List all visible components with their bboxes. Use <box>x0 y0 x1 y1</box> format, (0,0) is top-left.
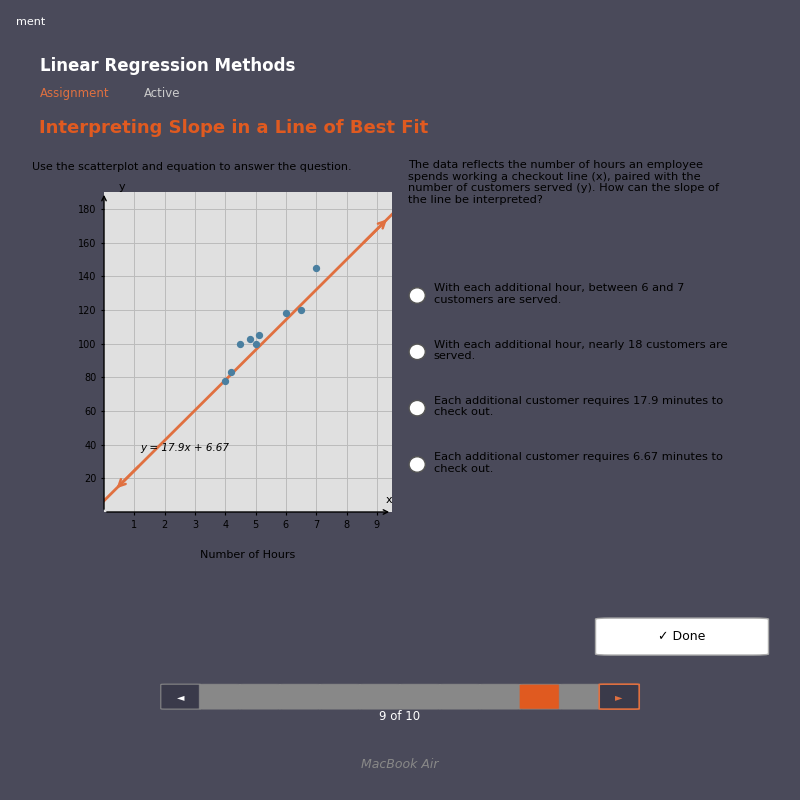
FancyBboxPatch shape <box>599 684 639 709</box>
Text: Interpreting Slope in a Line of Best Fit: Interpreting Slope in a Line of Best Fit <box>39 119 428 137</box>
Text: ◄: ◄ <box>177 692 185 702</box>
Point <box>252 329 265 342</box>
Text: With each additional hour, between 6 and 7
customers are served.: With each additional hour, between 6 and… <box>434 283 684 305</box>
Circle shape <box>409 401 426 416</box>
Point <box>219 374 232 387</box>
Text: ✓ Done: ✓ Done <box>658 630 706 642</box>
Circle shape <box>409 344 426 359</box>
Circle shape <box>409 457 426 472</box>
Text: x: x <box>386 495 392 506</box>
Point <box>225 366 238 378</box>
Point <box>234 337 247 350</box>
Text: Use the scatterplot and equation to answer the question.: Use the scatterplot and equation to answ… <box>32 162 352 172</box>
Text: The data reflects the number of hours an employee
spends working a checkout line: The data reflects the number of hours an… <box>408 160 719 205</box>
Text: MacBook Air: MacBook Air <box>362 758 438 770</box>
Point <box>294 303 307 316</box>
FancyBboxPatch shape <box>359 684 401 709</box>
Text: With each additional hour, nearly 18 customers are
served.: With each additional hour, nearly 18 cus… <box>434 339 727 361</box>
FancyBboxPatch shape <box>559 684 601 709</box>
Point <box>279 307 292 320</box>
FancyBboxPatch shape <box>279 684 321 709</box>
FancyBboxPatch shape <box>479 684 521 709</box>
Text: 9 of 10: 9 of 10 <box>379 710 421 723</box>
FancyBboxPatch shape <box>199 684 241 709</box>
Text: Number of Hours: Number of Hours <box>200 550 296 560</box>
Text: Each additional customer requires 6.67 minutes to
check out.: Each additional customer requires 6.67 m… <box>434 452 722 474</box>
FancyBboxPatch shape <box>239 684 281 709</box>
Point <box>310 262 322 274</box>
Text: Assignment: Assignment <box>40 87 110 101</box>
Text: ment: ment <box>16 17 46 27</box>
FancyBboxPatch shape <box>319 684 361 709</box>
Text: ►: ► <box>615 692 623 702</box>
FancyBboxPatch shape <box>399 684 441 709</box>
Text: y = 17.9x + 6.67: y = 17.9x + 6.67 <box>140 443 230 454</box>
Circle shape <box>409 288 426 303</box>
Text: Active: Active <box>144 87 181 101</box>
FancyBboxPatch shape <box>519 684 561 709</box>
FancyBboxPatch shape <box>439 684 481 709</box>
Text: Linear Regression Methods: Linear Regression Methods <box>40 58 295 75</box>
Text: y: y <box>119 182 126 192</box>
Text: Each additional customer requires 17.9 minutes to
check out.: Each additional customer requires 17.9 m… <box>434 396 723 418</box>
Point <box>249 337 262 350</box>
FancyBboxPatch shape <box>161 684 201 709</box>
FancyBboxPatch shape <box>595 618 769 655</box>
Point <box>243 332 256 345</box>
